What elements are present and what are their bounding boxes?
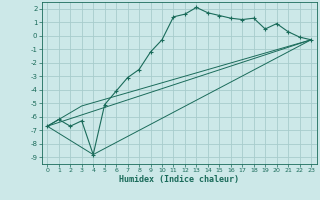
X-axis label: Humidex (Indice chaleur): Humidex (Indice chaleur)	[119, 175, 239, 184]
